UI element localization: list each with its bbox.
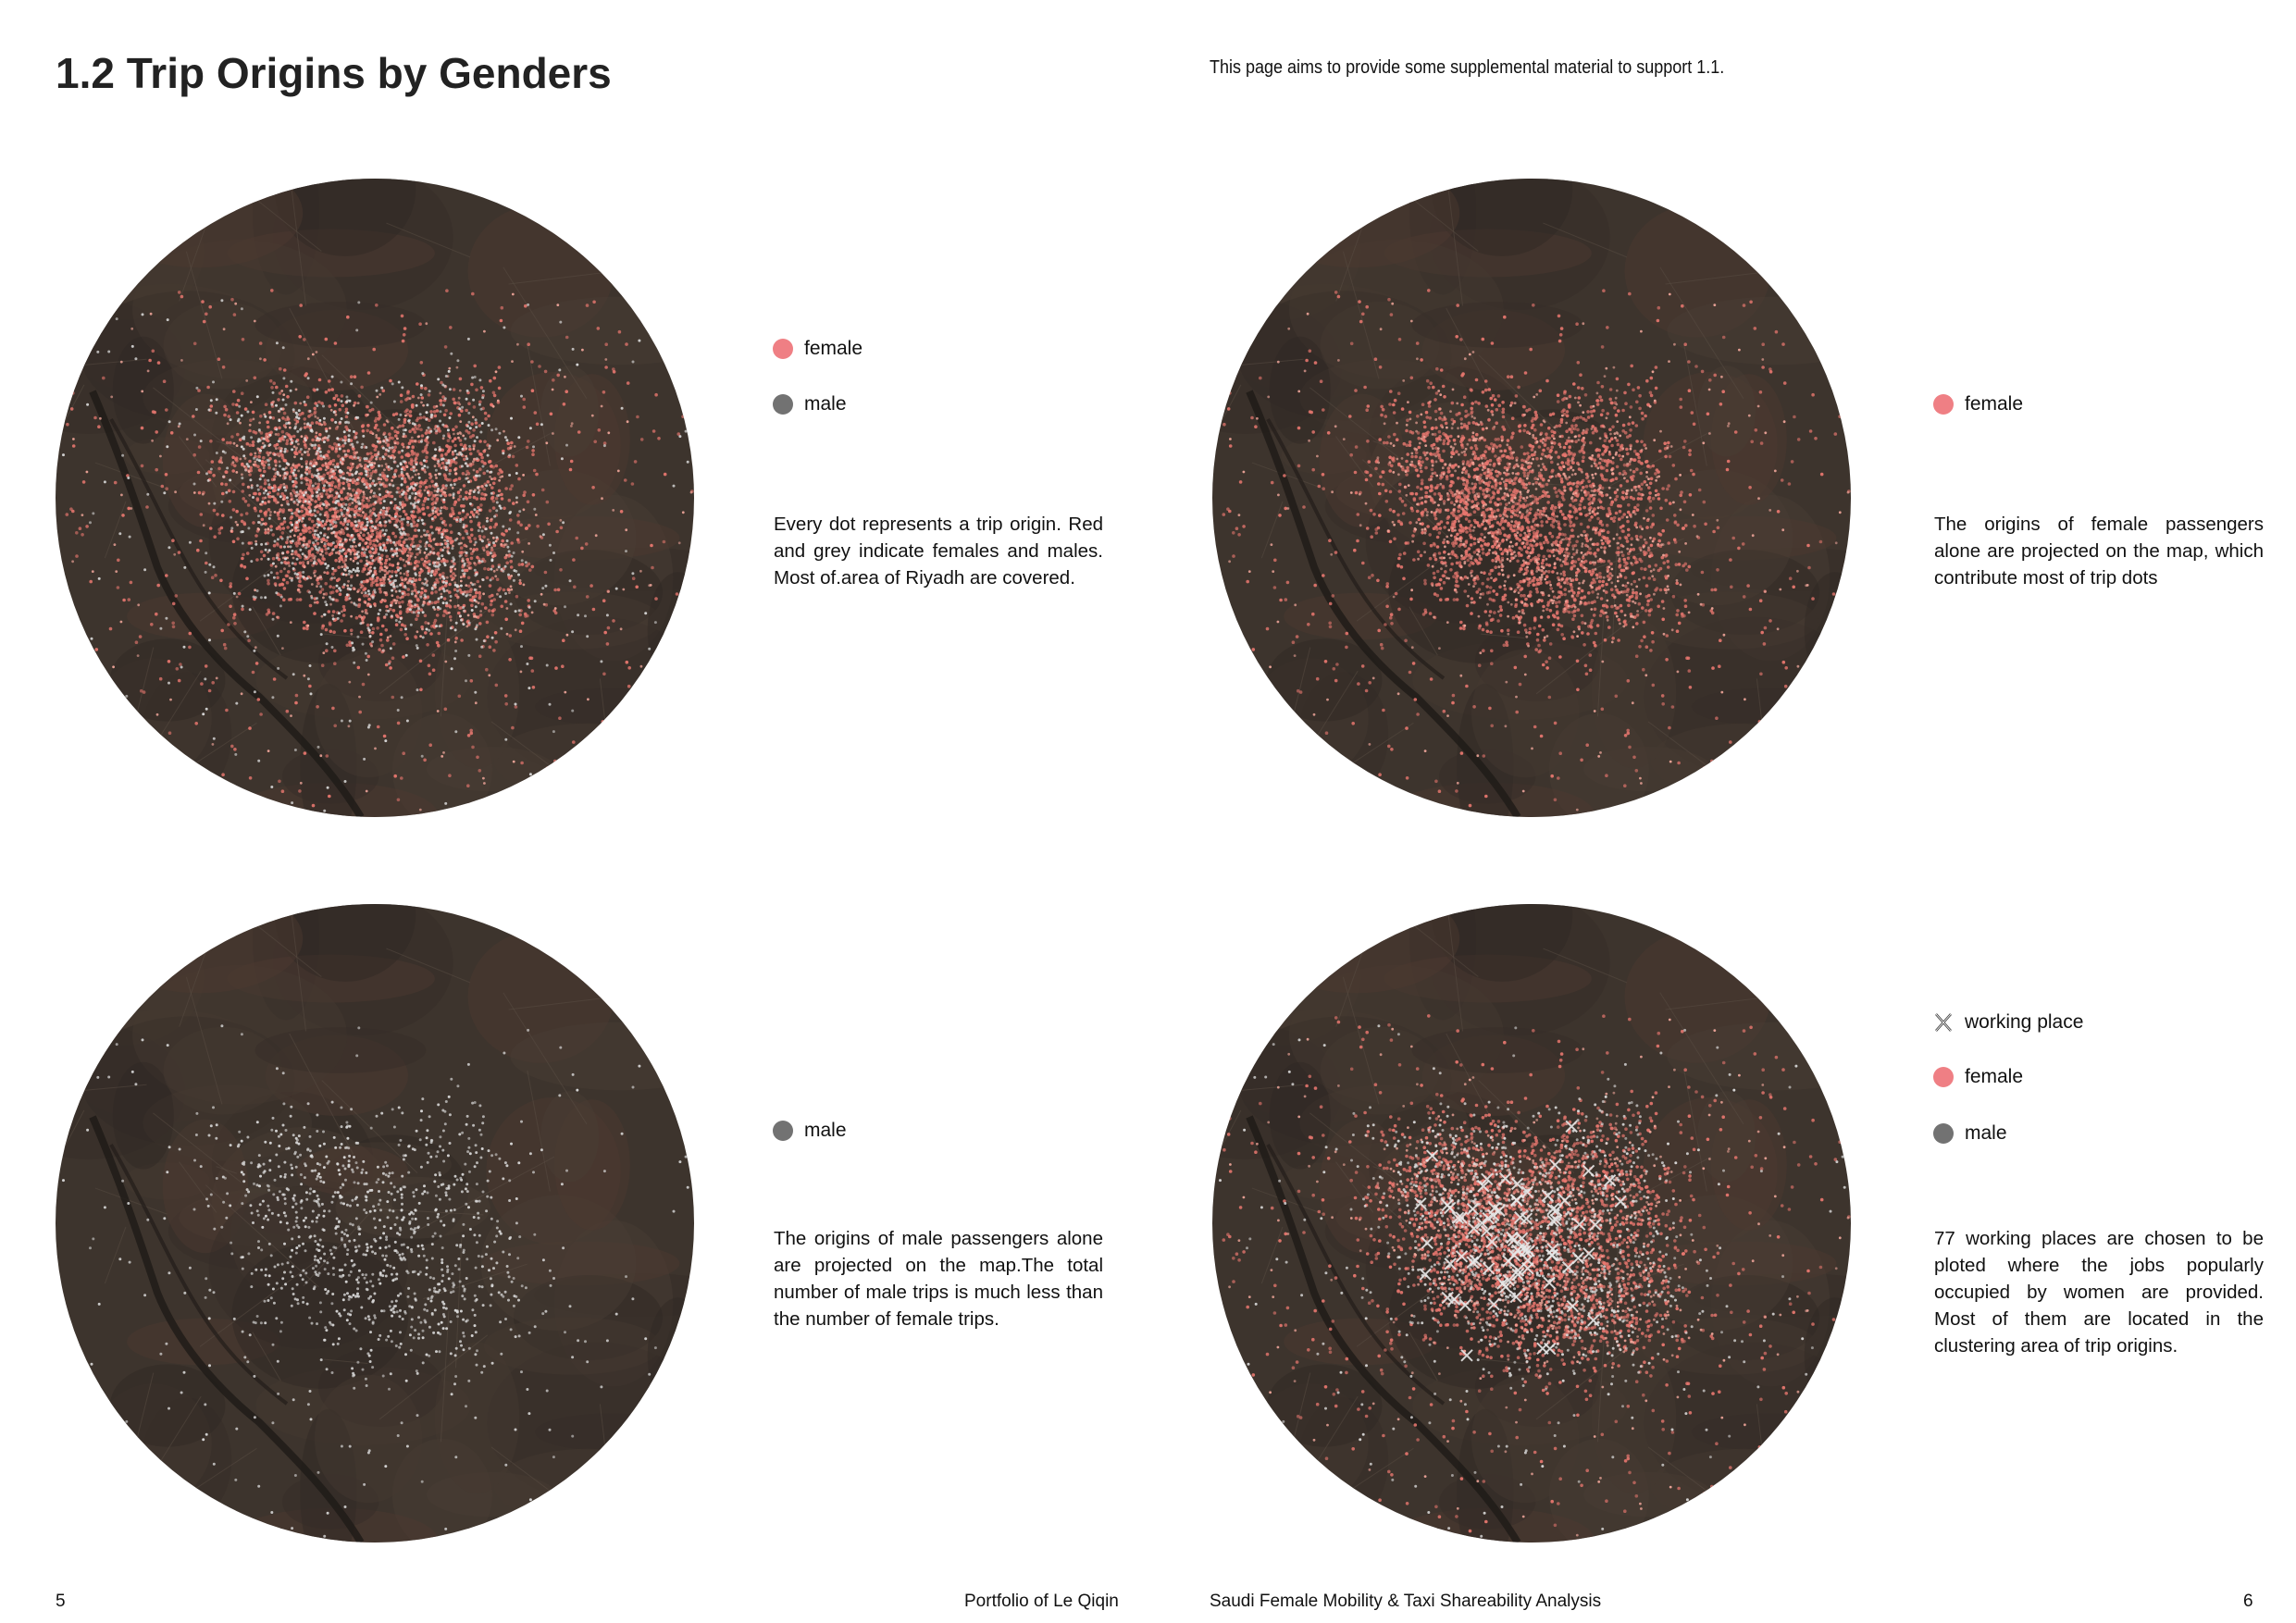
legend-label: male xyxy=(804,1120,847,1141)
description-male-trips: The origins of male passengers alone are… xyxy=(774,1228,1103,1330)
description-female-trips: The origins of female passengers alone a… xyxy=(1934,514,2264,588)
basemap-svg xyxy=(56,179,694,817)
working-place-x-icon xyxy=(1935,1013,1952,1032)
page-number-right: 6 xyxy=(2243,1592,2253,1611)
female-dot-icon xyxy=(1933,1067,1954,1087)
legend-label: female xyxy=(1965,393,2024,415)
legend-working-place: working place xyxy=(1933,1011,2083,1034)
legend-female: female xyxy=(773,338,863,360)
legend-female: female xyxy=(1933,1066,2023,1088)
legend-male: male xyxy=(1933,1122,2007,1145)
legend-label: female xyxy=(1965,1066,2024,1087)
map-all-trips xyxy=(56,179,694,817)
page-title: 1.2 Trip Origins by Genders xyxy=(56,49,612,97)
description-working-places: 77 working places are chosen to be plote… xyxy=(1934,1228,2264,1357)
female-dot-icon xyxy=(1933,394,1954,415)
legend-label: male xyxy=(1965,1122,2007,1144)
male-dot-icon xyxy=(773,394,793,415)
page-number-left: 5 xyxy=(56,1592,66,1611)
basemap-svg xyxy=(1212,904,1851,1542)
map-male-trips xyxy=(56,904,694,1542)
map-working-places xyxy=(1212,904,1851,1542)
male-dot-icon xyxy=(773,1121,793,1141)
description-all-trips: Every dot represents a trip origin. Red … xyxy=(774,514,1103,588)
basemap-svg xyxy=(56,904,694,1542)
footer-caption-right: Saudi Female Mobility & Taxi Shareabilit… xyxy=(1210,1592,1602,1611)
female-dot-icon xyxy=(773,339,793,359)
map-female-trips xyxy=(1212,179,1851,817)
basemap-svg xyxy=(1212,179,1851,817)
footer-caption-left: Portfolio of Le Qiqin xyxy=(964,1592,1119,1611)
legend-male: male xyxy=(773,1120,847,1142)
intro-text: This page aims to provide some supplemen… xyxy=(1210,57,1725,78)
legend-male: male xyxy=(773,393,847,415)
legend-label: working place xyxy=(1965,1011,2084,1033)
legend-label: female xyxy=(804,338,863,359)
legend-female: female xyxy=(1933,393,2023,415)
legend-label: male xyxy=(804,393,847,415)
male-dot-icon xyxy=(1933,1123,1954,1144)
